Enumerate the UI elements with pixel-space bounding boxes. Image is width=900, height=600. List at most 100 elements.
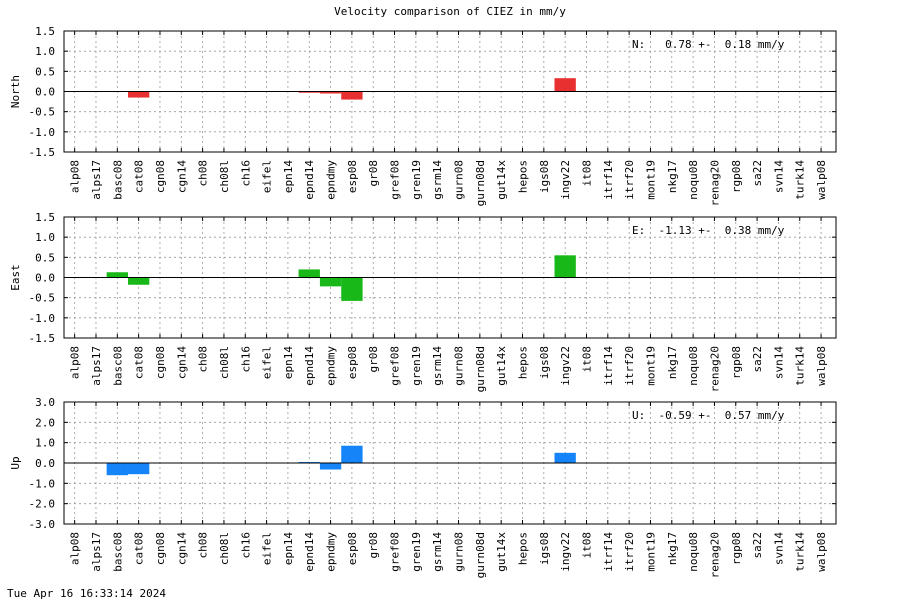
bar-epndmy xyxy=(319,463,342,470)
x-tick-label: itrf20 xyxy=(623,532,636,572)
x-tick-label: renag20 xyxy=(708,160,721,206)
y-tick-label: -0.5 xyxy=(29,292,56,305)
y-tick-label: -1.5 xyxy=(29,332,56,345)
x-tick-label: mont19 xyxy=(644,346,657,386)
x-tick-label: alp08 xyxy=(69,160,82,193)
x-tick-label: gref08 xyxy=(389,532,402,572)
x-tick-label: ingv22 xyxy=(559,346,572,386)
x-tick-label: renag20 xyxy=(708,346,721,392)
x-tick-label: igs08 xyxy=(538,160,551,193)
panel-up: 3.0 2.0 1.0 0.0 -1.0 -2.0 -3.0 alp08 alps17 basc0… xyxy=(9,396,837,578)
y-tick-label: 1.0 xyxy=(35,437,55,450)
y-axis-label: East xyxy=(9,264,22,291)
panel-east: 1.5 1.0 0.5 0.0 -0.5 -1.0 -1.5 alp08 alps17 basc0… xyxy=(9,211,837,392)
x-tick-label: hepos xyxy=(517,160,530,193)
x-tick-label: gren19 xyxy=(410,346,423,386)
x-tick-label: alps17 xyxy=(90,160,103,200)
x-tick-label: ch16 xyxy=(239,160,252,187)
x-tick-label: ch08l xyxy=(218,346,231,379)
x-tick-label: cgn08 xyxy=(154,532,167,565)
bar-epndmy xyxy=(319,91,342,94)
x-tick-label: epnd14 xyxy=(303,346,316,386)
x-tick-label: basc08 xyxy=(111,346,124,386)
bar-epnd14 xyxy=(298,91,320,93)
x-tick-label: sa22 xyxy=(751,160,764,187)
x-tick-label: hepos xyxy=(517,346,530,379)
y-tick-label: 0.0 xyxy=(35,272,55,285)
x-tick-label: gurn08d xyxy=(474,346,487,392)
bar-ingv22 xyxy=(554,255,576,278)
y-tick-label: 0.0 xyxy=(35,86,55,99)
y-tick-label: 0.0 xyxy=(35,457,55,470)
panel-north: 1.5 1.0 0.5 0.0 -0.5 -1.0 -1.5 alp08 alps17 basc0… xyxy=(9,25,837,206)
x-tick-label: turk14 xyxy=(794,532,807,572)
x-tick-label: gren19 xyxy=(410,160,423,200)
bar-esp08 xyxy=(341,445,363,463)
x-tick-label: turk14 xyxy=(794,346,807,386)
x-tick-label: walp08 xyxy=(815,160,828,200)
x-tick-label: noqu08 xyxy=(687,346,700,386)
x-tick-label: rgp08 xyxy=(730,532,743,565)
y-axis-label: North xyxy=(9,75,22,108)
y-tick-label: 3.0 xyxy=(35,396,55,409)
x-tick-label: gsrm14 xyxy=(431,532,444,572)
x-tick-label: cgn14 xyxy=(175,346,188,379)
x-tick-label: sa22 xyxy=(751,532,764,559)
x-tick-label: epndmy xyxy=(325,346,338,386)
x-tick-label: itrf20 xyxy=(623,346,636,386)
x-tick-label: gr08 xyxy=(367,160,380,187)
x-tick-label: ch08 xyxy=(197,160,210,187)
y-tick-label: -3.0 xyxy=(29,518,56,531)
x-tick-label: epn14 xyxy=(282,160,295,193)
x-tick-label: alp08 xyxy=(69,346,82,379)
x-tick-label: itrf14 xyxy=(602,160,615,200)
bar-basc08 xyxy=(106,463,128,476)
x-tick-label: epn14 xyxy=(282,532,295,565)
y-tick-label: -1.0 xyxy=(29,312,56,325)
x-tick-label: mont19 xyxy=(644,532,657,572)
x-tick-label: gsrm14 xyxy=(431,160,444,200)
y-tick-label: 1.5 xyxy=(35,211,55,224)
x-tick-label: gren19 xyxy=(410,532,423,572)
y-tick-label: 1.5 xyxy=(35,25,55,38)
x-tick-label: basc08 xyxy=(111,532,124,572)
x-tick-label: epndmy xyxy=(325,532,338,572)
x-tick-label: cgn14 xyxy=(175,532,188,565)
y-tick-label: 2.0 xyxy=(35,416,55,429)
x-tick-label: hepos xyxy=(517,532,530,565)
x-tick-label: nkg17 xyxy=(666,346,679,379)
y-tick-label: 1.0 xyxy=(35,45,55,58)
x-tick-label: gut14x xyxy=(495,532,508,572)
bar-ingv22 xyxy=(554,452,576,463)
x-tick-label: gurn08 xyxy=(453,160,466,200)
x-tick-label: esp08 xyxy=(346,160,359,193)
bar-cat08 xyxy=(127,277,150,285)
x-tick-label: it08 xyxy=(580,532,593,559)
bar-basc08 xyxy=(106,272,128,278)
y-tick-label: 0.5 xyxy=(35,251,55,264)
bar-epndmy xyxy=(319,277,342,287)
x-tick-label: nkg17 xyxy=(666,160,679,193)
y-tick-label: -0.5 xyxy=(29,106,56,119)
x-tick-label: gsrm14 xyxy=(431,346,444,386)
x-tick-label: epnd14 xyxy=(303,160,316,200)
x-tick-label: walp08 xyxy=(815,532,828,572)
bar-cat08 xyxy=(127,91,150,98)
bar-cat08 xyxy=(127,463,150,475)
x-tick-label: mont19 xyxy=(644,160,657,200)
x-tick-label: epndmy xyxy=(325,160,338,200)
x-tick-label: gurn08 xyxy=(453,346,466,386)
x-tick-label: rgp08 xyxy=(730,160,743,193)
x-tick-label: ch08 xyxy=(197,532,210,559)
y-tick-label: -1.0 xyxy=(29,126,56,139)
bar-ingv22 xyxy=(554,78,576,92)
x-tick-label: noqu08 xyxy=(687,532,700,572)
x-tick-label: basc08 xyxy=(111,160,124,200)
stats-annotation: U: -0.59 +- 0.57 mm/y xyxy=(632,409,785,422)
x-tick-label: ch16 xyxy=(239,346,252,373)
x-tick-label: gurn08 xyxy=(453,532,466,572)
x-tick-label: ch08 xyxy=(197,346,210,373)
x-tick-label: epn14 xyxy=(282,346,295,379)
x-tick-label: cgn08 xyxy=(154,346,167,379)
x-tick-label: esp08 xyxy=(346,532,359,565)
